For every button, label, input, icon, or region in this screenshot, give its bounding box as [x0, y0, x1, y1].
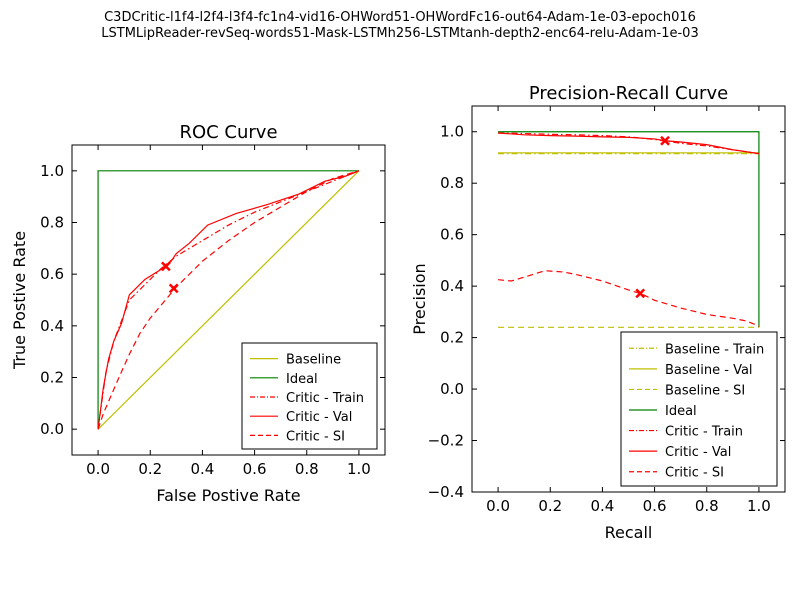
roc-legend-label-ideal: Ideal: [286, 372, 318, 387]
roc-x-tick-label: 0.2: [138, 460, 162, 478]
roc-chart: ROC Curve False Postive Rate True Postive …: [10, 122, 386, 505]
roc-x-tick-label: 0.6: [243, 460, 267, 478]
pr-title: Precision-Recall Curve: [529, 83, 728, 104]
roc-y-tick-label: 0.8: [40, 214, 64, 232]
roc-legend-label-critic-val: Critic - Val: [286, 410, 352, 425]
roc-plot-frame: [71, 144, 386, 456]
pr-series-critic-val-marker: [660, 135, 670, 146]
roc-series-critic-val-marker: [161, 261, 171, 272]
roc-y-tick-label: 0.0: [40, 420, 64, 438]
pr-x-axis-label: Recall: [605, 523, 653, 542]
pr-y-tick-label: 0.8: [440, 174, 464, 192]
roc-x-tick-label: 0.0: [86, 460, 110, 478]
roc-y-tick-label: 0.6: [40, 265, 64, 283]
roc-y-tick-label: 0.2: [40, 369, 64, 387]
precision-recall-chart: Precision-Recall Curve Recall Precision 0.0…: [410, 83, 786, 542]
pr-legend-label-baseline-si: Baseline - SI: [665, 383, 745, 398]
roc-series-critic-si-line: [97, 170, 360, 430]
pr-legend-box: [620, 331, 778, 487]
pr-x-tick-label: 0.6: [643, 497, 667, 515]
pr-y-tick-label: 0.2: [440, 329, 464, 347]
pr-y-tick-label: −0.2: [428, 432, 464, 450]
roc-legend-label-baseline: Baseline: [286, 353, 341, 368]
pr-series-critic-si-marker: [635, 288, 646, 299]
roc-legend: Baseline Ideal Critic - Train Critic - Val C…: [241, 342, 378, 450]
pr-series-critic-si-line: [498, 270, 760, 327]
roc-legend-label-critic-si: Critic - SI: [286, 429, 345, 444]
pr-legend-label-critic-train: Critic - Train: [665, 425, 743, 440]
pr-series-critic-val-line: [498, 132, 760, 155]
roc-y-tick-label: 1.0: [40, 162, 64, 180]
pr-x-tick-label: 1.0: [747, 497, 771, 515]
roc-x-tick-label: 0.8: [295, 460, 319, 478]
pr-y-tick-label: 0.0: [440, 380, 464, 398]
figure-suptitle-line-2: LSTMLipReader-revSeq-words51-Mask-LSTMh2…: [101, 26, 699, 41]
roc-title: ROC Curve: [179, 122, 277, 143]
roc-legend-box: [241, 342, 378, 450]
pr-y-tick-label: 0.4: [440, 277, 464, 295]
pr-x-tick-label: 0.4: [590, 497, 614, 515]
roc-series-critic-si-marker: [168, 283, 179, 294]
pr-legend-label-critic-val: Critic - Val: [665, 445, 731, 460]
roc-series-baseline-line: [97, 170, 360, 430]
pr-y-axis-label: Precision: [410, 263, 429, 334]
pr-legend-label-critic-si: Critic - SI: [665, 466, 724, 481]
roc-series-critic-val-line: [97, 170, 360, 430]
pr-x-tick-label: 0.8: [695, 497, 719, 515]
pr-series-ideal-line: [498, 131, 760, 328]
roc-legend-label-critic-train: Critic - Train: [286, 391, 364, 406]
pr-y-tick-label: −0.4: [428, 483, 464, 501]
roc-y-axis-label: True Postive Rate: [10, 231, 29, 370]
roc-x-axis-label: False Postive Rate: [156, 486, 300, 505]
pr-x-tick-label: 0.2: [538, 497, 562, 515]
roc-y-tick-label: 0.4: [40, 317, 64, 335]
pr-legend-label-ideal: Ideal: [665, 404, 697, 419]
pr-y-tick-label: 0.6: [440, 226, 464, 244]
roc-series-ideal-line: [97, 170, 359, 430]
roc-x-tick-label: 1.0: [347, 460, 371, 478]
pr-legend-label-baseline-val: Baseline - Val: [665, 363, 753, 378]
pr-y-tick-label: 1.0: [440, 123, 464, 141]
pr-plot-frame: [471, 105, 786, 493]
roc-series-group: [97, 170, 360, 430]
pr-legend: Baseline - Train Baseline - Val Baseline -…: [620, 331, 778, 487]
pr-series-group: [498, 131, 760, 328]
roc-x-tick-label: 0.4: [190, 460, 214, 478]
pr-legend-label-baseline-train: Baseline - Train: [665, 342, 764, 357]
pr-series-critic-train-line: [498, 132, 760, 155]
figure-suptitle-line-1: C3DCritic-l1f4-l2f4-l3f4-fc1n4-vid16-OHW…: [104, 10, 696, 25]
pr-x-tick-label: 0.0: [486, 497, 510, 515]
